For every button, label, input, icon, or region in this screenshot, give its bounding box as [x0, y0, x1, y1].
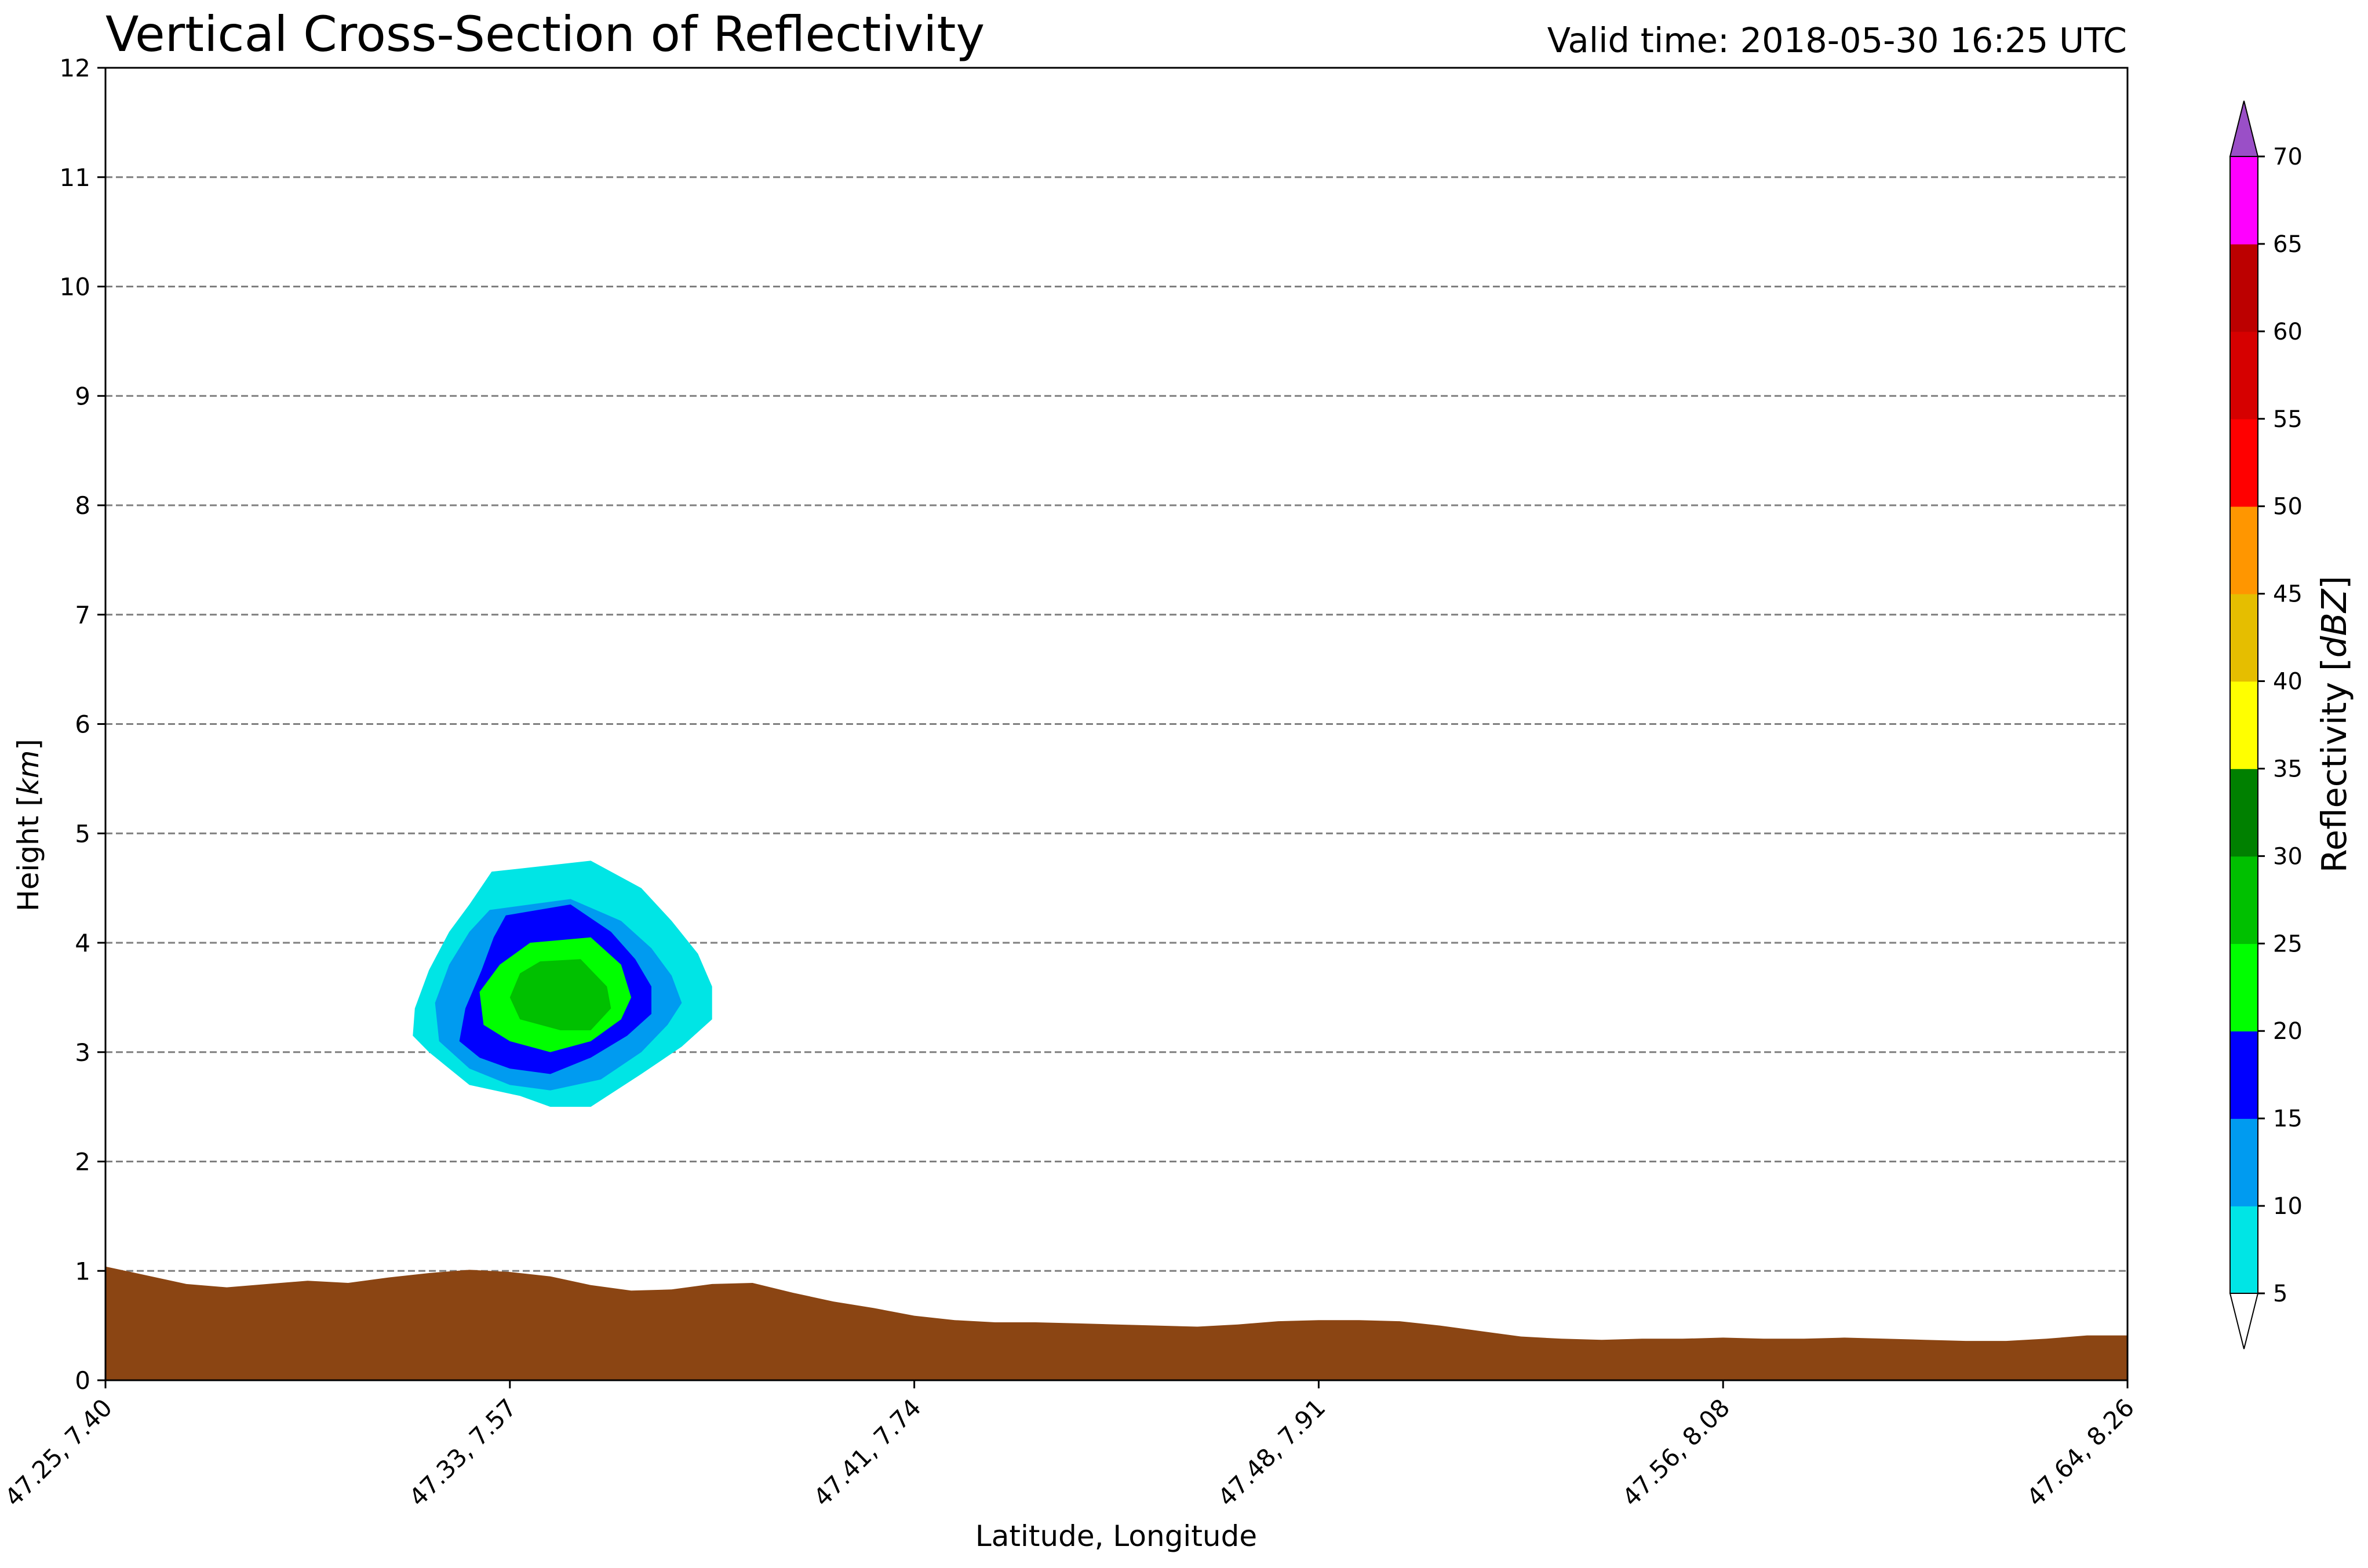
colorbar-tick-label: 25 [2273, 931, 2303, 957]
y-tick-label: 10 [60, 273, 90, 301]
colorbar-segment [2230, 1206, 2258, 1294]
colorbar-segment [2230, 331, 2258, 420]
chart-subtitle: Valid time: 2018-05-30 16:25 UTC [1547, 20, 2127, 60]
colorbar-tick-label: 45 [2273, 581, 2303, 608]
colorbar-tick-label: 30 [2273, 843, 2303, 870]
x-tick-label: 47.64, 8.26 [2021, 1393, 2140, 1512]
y-tick-label: 6 [75, 710, 90, 739]
colorbar-segment [2230, 1031, 2258, 1119]
y-tick-label: 1 [75, 1257, 90, 1285]
colorbar-label: Reflectivity [dBZ] [2314, 576, 2354, 873]
y-tick-label: 7 [75, 601, 90, 629]
colorbar-min-extend [2229, 1293, 2259, 1350]
y-tick-label: 12 [60, 54, 90, 82]
colorbar-tick-label: 10 [2273, 1193, 2303, 1220]
colorbar-segment [2230, 768, 2258, 857]
x-tick-label: 47.41, 7.74 [808, 1393, 927, 1512]
colorbar-segment [2230, 681, 2258, 770]
y-tick-label: 2 [75, 1148, 90, 1176]
colorbar-segment [2230, 418, 2258, 507]
colorbar-tick-label: 20 [2273, 1018, 2303, 1045]
colorbar-max-extend [2229, 100, 2259, 157]
colorbar-segment [2230, 856, 2258, 945]
colorbar-frame [2229, 156, 2258, 1294]
x-tick-label: 47.33, 7.57 [403, 1393, 522, 1512]
y-tick-label: 11 [60, 163, 90, 192]
y-tick-label: 9 [75, 382, 90, 410]
x-tick-label: 47.56, 8.08 [1617, 1393, 1736, 1512]
colorbar-segment [2230, 156, 2258, 245]
y-tick-label: 4 [75, 929, 90, 957]
chart-title: Vertical Cross-Section of Reflectivity [105, 6, 985, 63]
colorbar-tick-label: 35 [2273, 756, 2303, 782]
y-tick-label: 3 [75, 1038, 90, 1067]
y-tick-label: 5 [75, 819, 90, 848]
colorbar-tick-label: 60 [2273, 319, 2303, 345]
colorbar-segment [2230, 506, 2258, 595]
x-tick-label: 47.48, 7.91 [1212, 1393, 1331, 1512]
colorbar-tick-label: 50 [2273, 494, 2303, 520]
colorbar-tick-label: 5 [2273, 1281, 2287, 1307]
colorbar-segment [2230, 243, 2258, 332]
colorbar: 5 10 15 20 25 30 35 40 45 50 55 60 65 70 Reflectivity … [2229, 100, 2354, 1350]
terrain-area [105, 1266, 2127, 1380]
colorbar-segment [2230, 593, 2258, 682]
colorbar-tick-label: 40 [2273, 669, 2303, 695]
x-axis-label: Latitude, Longitude [975, 1519, 1257, 1553]
contour-25-dbz [509, 959, 611, 1030]
y-axis-label: Height [km] [12, 739, 45, 911]
colorbar-segment [2230, 1118, 2258, 1206]
y-tick-label: 0 [75, 1366, 90, 1395]
colorbar-tick-label: 15 [2273, 1106, 2303, 1132]
colorbar-tick-label: 70 [2273, 144, 2303, 170]
colorbar-tick-label: 65 [2273, 231, 2303, 258]
colorbar-segment [2230, 943, 2258, 1031]
y-tick-label: 8 [75, 491, 90, 520]
colorbar-tick-label: 55 [2273, 406, 2303, 433]
x-tick-label: 47.25, 7.40 [0, 1393, 118, 1512]
